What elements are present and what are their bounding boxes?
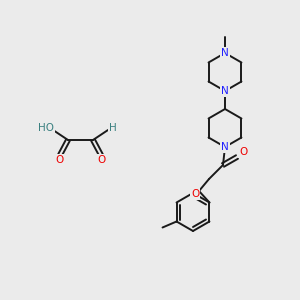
Text: O: O: [191, 189, 199, 199]
Text: N: N: [221, 48, 229, 58]
Text: O: O: [98, 155, 106, 165]
Text: O: O: [55, 155, 63, 165]
Text: H: H: [109, 123, 117, 133]
Text: O: O: [239, 147, 247, 157]
Text: HO: HO: [38, 123, 54, 133]
Text: N: N: [221, 142, 229, 152]
Text: N: N: [221, 86, 229, 96]
